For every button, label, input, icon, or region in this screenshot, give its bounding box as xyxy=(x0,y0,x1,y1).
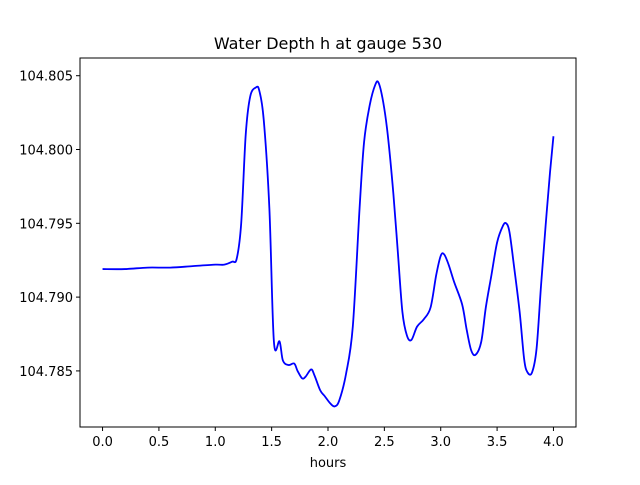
y-tick-label: 104.795 xyxy=(19,217,73,232)
y-tick-label: 104.805 xyxy=(19,70,73,85)
x-tick-label: 3.0 xyxy=(430,435,451,450)
x-tick-label: 1.5 xyxy=(261,435,282,450)
x-tick-label: 0.0 xyxy=(92,435,113,450)
plot-area-frame xyxy=(79,57,577,428)
x-axis-label: hours xyxy=(310,456,347,471)
y-tick-label: 104.800 xyxy=(19,144,73,159)
x-tick-label: 1.0 xyxy=(205,435,226,450)
series-line xyxy=(102,80,555,408)
x-tick-label: 4.0 xyxy=(543,435,564,450)
x-tick-label: 3.5 xyxy=(487,435,508,450)
x-tick-label: 2.0 xyxy=(318,435,339,450)
y-tick-label: 104.785 xyxy=(19,365,73,380)
x-axis-ticks: 0.0 0.5 1.0 1.5 2.0 2.5 3.0 3.5 4.0 xyxy=(92,427,564,450)
y-axis-ticks: 104.785 104.790 104.795 104.800 104.805 xyxy=(19,70,80,380)
x-tick-label: 0.5 xyxy=(149,435,170,450)
series-lines xyxy=(102,80,555,408)
x-tick-label: 2.5 xyxy=(374,435,395,450)
y-tick-label: 104.790 xyxy=(19,291,73,306)
chart-title: Water Depth h at gauge 530 xyxy=(214,34,442,53)
